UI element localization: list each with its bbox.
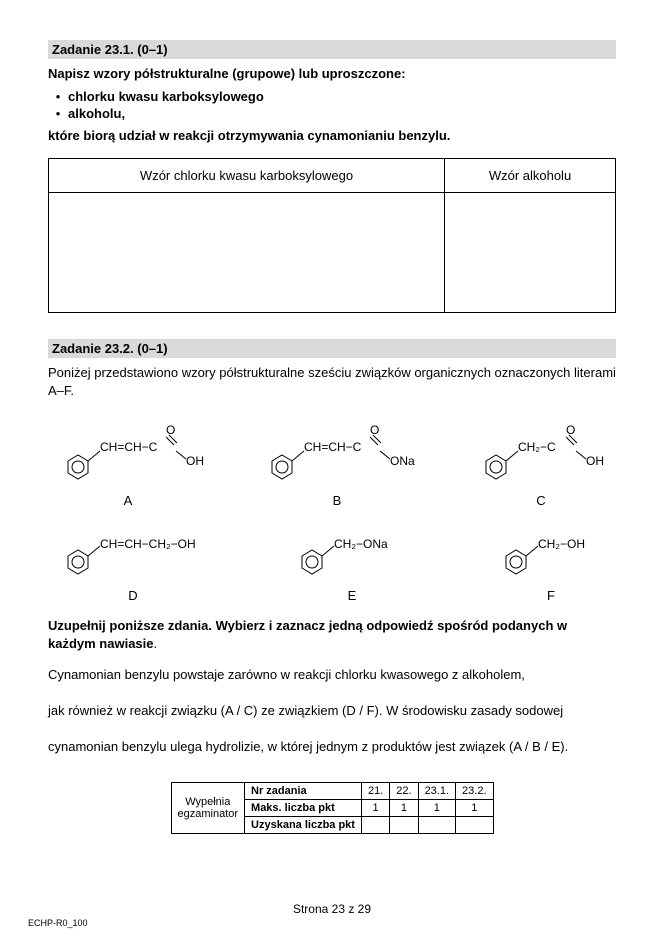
structure-e: CH₂−ONa E bbox=[282, 526, 422, 603]
slash4: / bbox=[541, 739, 552, 754]
bullet-list: • chlorku kwasu karboksylowego • alkohol… bbox=[48, 89, 616, 121]
svg-text:O: O bbox=[370, 423, 379, 437]
scoring-r1: Nr zadania bbox=[245, 783, 362, 800]
scoring-side: Wypełnia egzaminator bbox=[171, 783, 245, 834]
scoring-r2: Maks. liczba pkt bbox=[245, 800, 362, 817]
structure-d: CH=CH−CH₂−OH D bbox=[48, 526, 218, 603]
col-header-1: Wzór chlorku kwasu karboksylowego bbox=[49, 159, 445, 193]
sc-e1[interactable] bbox=[361, 817, 389, 834]
sc-c1: 21. bbox=[361, 783, 389, 800]
sc-c2: 22. bbox=[390, 783, 418, 800]
bullet-2: • alkoholu, bbox=[48, 106, 616, 121]
sc-c4: 23.2. bbox=[456, 783, 493, 800]
structure-c: CH₂−C O OH C bbox=[466, 417, 616, 508]
task1-line1: Napisz wzory półstrukturalne (grupowe) l… bbox=[48, 65, 616, 83]
task1-line2: które biorą udział w reakcji otrzymywani… bbox=[48, 127, 616, 145]
sc-v1: 1 bbox=[361, 800, 389, 817]
svg-text:CH₂−OH: CH₂−OH bbox=[538, 537, 585, 551]
task2-intro: Poniżej przedstawiono wzory półstruktura… bbox=[48, 364, 616, 399]
document-code: ECHP-R0_100 bbox=[28, 918, 88, 928]
p2b: C) ze związkiem (D bbox=[244, 703, 356, 718]
sc-v2: 1 bbox=[390, 800, 418, 817]
svg-text:O: O bbox=[166, 423, 175, 437]
svg-text:OH: OH bbox=[586, 454, 604, 468]
structures-row-1: CH=CH−C O OH A CH=CH−C O ONa B bbox=[48, 417, 616, 508]
bullet-2-text: alkoholu, bbox=[68, 106, 125, 121]
svg-text:ONa: ONa bbox=[390, 454, 415, 468]
task-23-2-header: Zadanie 23.2. (0–1) bbox=[48, 339, 616, 358]
p2c: F). W środowisku zasady sodowej bbox=[367, 703, 564, 718]
svg-text:O: O bbox=[566, 423, 575, 437]
structure-d-svg: CH=CH−CH₂−OH bbox=[48, 526, 218, 576]
bullet-1-text: chlorku kwasu karboksylowego bbox=[68, 89, 264, 104]
instr-dot: . bbox=[154, 636, 158, 651]
svg-text:CH=CH−C: CH=CH−C bbox=[304, 440, 362, 454]
structure-a-svg: CH=CH−C O OH bbox=[48, 417, 208, 481]
sc-v3: 1 bbox=[418, 800, 455, 817]
label-e: E bbox=[348, 588, 357, 603]
sc-e4[interactable] bbox=[456, 817, 493, 834]
p3c: E). bbox=[552, 739, 569, 754]
sc-e2[interactable] bbox=[390, 817, 418, 834]
p2a: jak również w reakcji związku (A bbox=[48, 703, 233, 718]
structure-a: CH=CH−C O OH A bbox=[48, 417, 208, 508]
col-header-2: Wzór alkoholu bbox=[445, 159, 616, 193]
scoring-table: Wypełnia egzaminator Nr zadania 21. 22. … bbox=[171, 782, 494, 834]
p3a: cynamonian benzylu ulega hydrolizie, w k… bbox=[48, 739, 521, 754]
sentence-3: cynamonian benzylu ulega hydrolizie, w k… bbox=[48, 734, 616, 760]
structure-f-svg: CH₂−OH bbox=[486, 526, 616, 576]
bullet-1: • chlorku kwasu karboksylowego bbox=[48, 89, 616, 104]
structures-row-2: CH=CH−CH₂−OH D CH₂−ONa E CH₂−OH F bbox=[48, 526, 616, 603]
page-number: Strona 23 z 29 bbox=[0, 902, 664, 916]
sc-v4: 1 bbox=[456, 800, 493, 817]
label-b: B bbox=[333, 493, 342, 508]
answer-cell-2[interactable] bbox=[445, 193, 616, 313]
slash3: / bbox=[521, 739, 532, 754]
svg-text:CH=CH−CH₂−OH: CH=CH−CH₂−OH bbox=[100, 537, 196, 551]
label-a: A bbox=[124, 493, 133, 508]
instruction: Uzupełnij poniższe zdania. Wybierz i zaz… bbox=[48, 617, 616, 652]
scoring-r3: Uzyskana liczba pkt bbox=[245, 817, 362, 834]
sentence-2: jak również w reakcji związku (A / C) ze… bbox=[48, 698, 616, 724]
bullet-dot-icon: • bbox=[48, 106, 68, 121]
label-f: F bbox=[547, 588, 555, 603]
answer-table: Wzór chlorku kwasu karboksylowego Wzór a… bbox=[48, 158, 616, 313]
bullet-dot-icon: • bbox=[48, 89, 68, 104]
instr-bold: Uzupełnij poniższe zdania. Wybierz i zaz… bbox=[48, 618, 567, 651]
p3b: B bbox=[532, 739, 541, 754]
structure-f: CH₂−OH F bbox=[486, 526, 616, 603]
svg-text:CH₂−ONa: CH₂−ONa bbox=[334, 537, 388, 551]
structure-b: CH=CH−C O ONa B bbox=[252, 417, 422, 508]
svg-text:CH=CH−C: CH=CH−C bbox=[100, 440, 158, 454]
structure-e-svg: CH₂−ONa bbox=[282, 526, 422, 576]
sc-e3[interactable] bbox=[418, 817, 455, 834]
structure-b-svg: CH=CH−C O ONa bbox=[252, 417, 422, 481]
answer-cell-1[interactable] bbox=[49, 193, 445, 313]
slash2: / bbox=[356, 703, 367, 718]
label-c: C bbox=[536, 493, 545, 508]
task-23-1-header: Zadanie 23.1. (0–1) bbox=[48, 40, 616, 59]
label-d: D bbox=[128, 588, 137, 603]
sc-c3: 23.1. bbox=[418, 783, 455, 800]
svg-text:CH₂−C: CH₂−C bbox=[518, 440, 556, 454]
svg-text:OH: OH bbox=[186, 454, 204, 468]
structure-c-svg: CH₂−C O OH bbox=[466, 417, 616, 481]
sentence-1: Cynamonian benzylu powstaje zarówno w re… bbox=[48, 662, 616, 688]
slash1: / bbox=[233, 703, 244, 718]
